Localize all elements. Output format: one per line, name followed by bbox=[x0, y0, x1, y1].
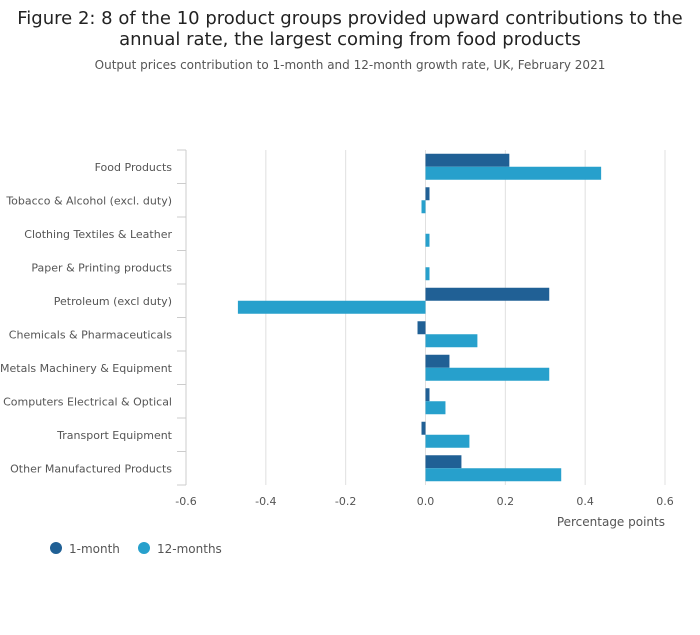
category-label: Tobacco & Alcohol (excl. duty) bbox=[5, 194, 172, 207]
legend-marker-one-month bbox=[50, 542, 62, 554]
category-label: Computers Electrical & Optical bbox=[3, 395, 172, 408]
bar-one-month bbox=[425, 455, 462, 469]
legend-label-one-month: 1-month bbox=[69, 542, 120, 556]
bar-twelve-months bbox=[425, 468, 562, 482]
chart-subtitle: Output prices contribution to 1-month an… bbox=[95, 58, 606, 72]
chart-title-line-1: Figure 2: 8 of the 10 product groups pro… bbox=[17, 8, 682, 29]
bar-twelve-months bbox=[425, 233, 430, 247]
bar-twelve-months bbox=[425, 166, 602, 180]
legend-marker-twelve-months bbox=[138, 542, 150, 554]
bar-one-month bbox=[425, 287, 550, 301]
category-label: Petroleum (excl duty) bbox=[54, 295, 172, 308]
bar-twelve-months bbox=[237, 300, 426, 314]
bar-twelve-months bbox=[425, 401, 446, 415]
category-label: Paper & Printing products bbox=[31, 261, 172, 274]
x-tick-label: 0.4 bbox=[576, 495, 594, 508]
chart-title: Figure 2: 8 of the 10 product groups pro… bbox=[17, 8, 682, 50]
x-tick-label: 0.2 bbox=[497, 495, 515, 508]
x-tick-label: -0.2 bbox=[335, 495, 356, 508]
legend-label-twelve-months: 12-months bbox=[157, 542, 222, 556]
category-label: Clothing Textiles & Leather bbox=[24, 228, 172, 241]
x-tick-label: 0.0 bbox=[417, 495, 435, 508]
bar-one-month bbox=[425, 187, 430, 201]
legend: 1-month 12-months bbox=[50, 542, 222, 556]
bar-one-month bbox=[417, 321, 426, 335]
x-tick-label: -0.6 bbox=[175, 495, 196, 508]
bar-one-month bbox=[421, 421, 426, 435]
category-label: Chemicals & Pharmaceuticals bbox=[9, 328, 172, 341]
x-axis-ticks: -0.6 -0.4 -0.2 0.0 0.2 0.4 0.6 bbox=[175, 495, 673, 508]
bar-twelve-months bbox=[425, 367, 550, 381]
chart-title-line-2: annual rate, the largest coming from foo… bbox=[119, 29, 581, 50]
x-tick-label: -0.4 bbox=[255, 495, 276, 508]
x-axis-title: Percentage points bbox=[557, 515, 665, 529]
category-label: Transport Equipment bbox=[56, 429, 173, 442]
category-label: Metals Machinery & Equipment bbox=[0, 362, 173, 375]
bar-one-month bbox=[425, 354, 450, 368]
category-label: Food Products bbox=[95, 161, 173, 174]
category-label: Other Manufactured Products bbox=[10, 462, 172, 475]
bar-twelve-months bbox=[425, 267, 430, 281]
bar-one-month bbox=[425, 153, 510, 167]
bars bbox=[237, 153, 602, 482]
bar-one-month bbox=[425, 388, 430, 402]
bar-twelve-months bbox=[425, 434, 470, 448]
bar-twelve-months bbox=[421, 200, 426, 214]
bar-twelve-months bbox=[425, 334, 478, 348]
category-axis: Food Products Tobacco & Alcohol (excl. du… bbox=[0, 149, 187, 486]
x-tick-label: 0.6 bbox=[656, 495, 674, 508]
